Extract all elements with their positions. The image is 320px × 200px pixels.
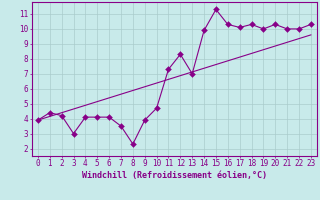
X-axis label: Windchill (Refroidissement éolien,°C): Windchill (Refroidissement éolien,°C) (82, 171, 267, 180)
